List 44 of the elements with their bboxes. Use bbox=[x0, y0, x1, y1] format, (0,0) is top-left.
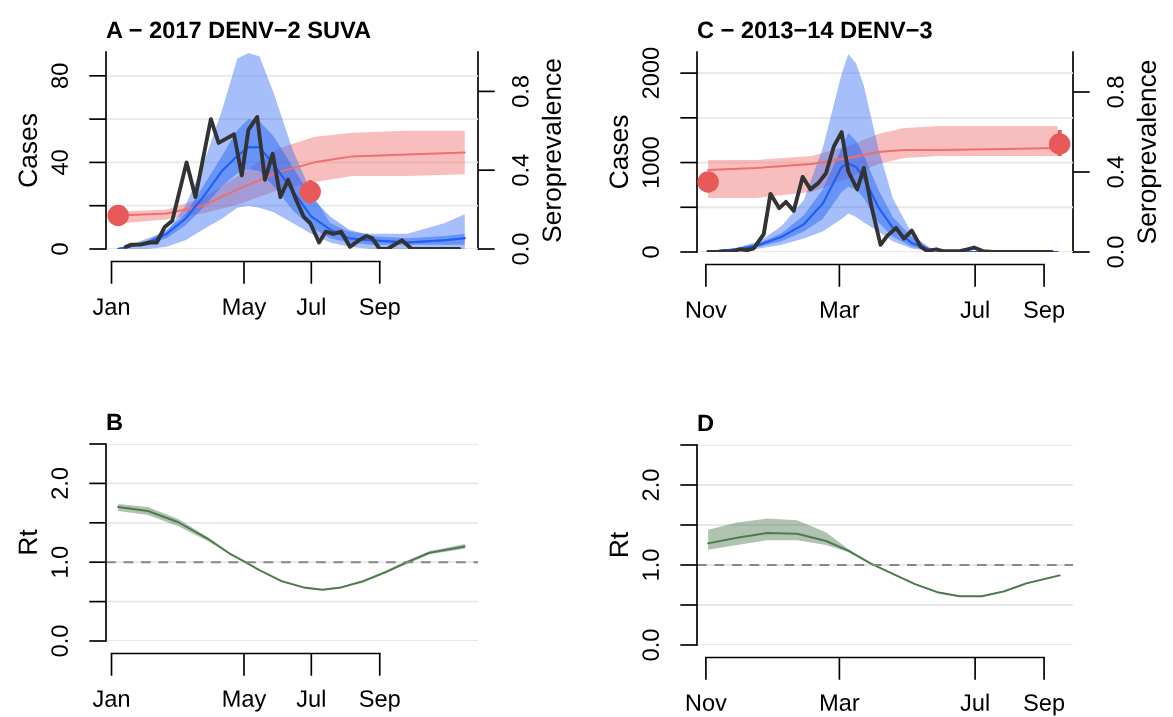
x-tick-label: May bbox=[223, 298, 267, 320]
y2-tick-label: 0.0 bbox=[511, 233, 529, 265]
x-tick-label: Sep bbox=[1024, 694, 1065, 716]
x-tick-label: Jan bbox=[92, 298, 130, 315]
y-tick-label: 1.0 bbox=[642, 549, 659, 580]
y-axis-title: Rt bbox=[18, 529, 38, 554]
x-tick-label: Jul bbox=[960, 300, 989, 318]
x-tick-label: Jul bbox=[960, 693, 989, 711]
y-axis-title: Cases bbox=[18, 114, 38, 187]
x-tick-label: May bbox=[223, 690, 267, 712]
y-tick-label: 0 bbox=[51, 243, 68, 255]
y-tick-label: 80 bbox=[51, 63, 68, 88]
y-tick-label: 2.0 bbox=[642, 469, 659, 501]
y-axis-title: Rt bbox=[609, 532, 629, 557]
y-axis-title: Cases bbox=[609, 115, 629, 189]
y-tick-label: 1.0 bbox=[51, 546, 68, 577]
x-tick-label: Mar bbox=[821, 301, 860, 318]
y2-tick-label: 0.0 bbox=[1106, 236, 1124, 268]
x-tick-label: Nov bbox=[686, 301, 727, 318]
x-tick-label: Sep bbox=[359, 298, 400, 320]
y-tick-label: 1000 bbox=[642, 137, 659, 188]
y-tick-label: 0.0 bbox=[642, 629, 659, 661]
y2-tick-label: 0.8 bbox=[1106, 76, 1124, 108]
chart-title: B bbox=[107, 413, 122, 431]
x-tick-label: Mar bbox=[821, 694, 860, 711]
y2-axis-title: Seroprevalence bbox=[541, 59, 567, 242]
x-tick-label: Jul bbox=[296, 689, 325, 707]
y2-tick-label: 0.8 bbox=[511, 76, 529, 107]
y2-tick-label: 0.4 bbox=[1106, 156, 1124, 188]
y2-tick-label: 0.4 bbox=[511, 154, 529, 186]
chart-title: A − 2017 DENV−2 SUVA bbox=[106, 21, 371, 39]
x-tick-label: Jul bbox=[296, 297, 325, 315]
y-tick-label: 40 bbox=[51, 150, 68, 175]
x-tick-label: Jan bbox=[92, 690, 130, 707]
y-tick-label: 2.0 bbox=[51, 467, 68, 499]
chart-title: C − 2013−14 DENV−3 bbox=[697, 21, 932, 39]
y-tick-label: 0 bbox=[642, 246, 659, 258]
y2-axis-title: Seroprevalence bbox=[1136, 60, 1162, 244]
x-tick-label: Sep bbox=[359, 690, 400, 712]
x-tick-label: Sep bbox=[1024, 301, 1065, 323]
y-tick-label: 2000 bbox=[642, 47, 659, 99]
y-tick-label: 0.0 bbox=[51, 625, 68, 657]
chart-title: D bbox=[698, 414, 714, 432]
x-tick-label: Nov bbox=[686, 694, 727, 711]
